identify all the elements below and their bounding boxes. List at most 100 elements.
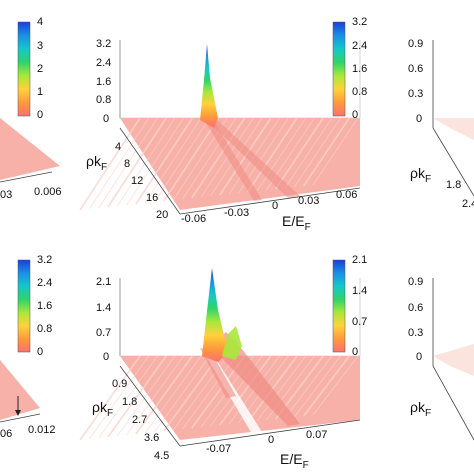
y-tick-label: 0.9 bbox=[112, 378, 127, 390]
colorbar-tick: 0.7 bbox=[352, 316, 367, 328]
panel-bottom-middle: 2.1 1.4 0.7 0 ρkF 0.9 1.8 2.7 3.6 4.5 -0… bbox=[79, 254, 367, 471]
surface-bottom-left bbox=[0, 360, 40, 420]
surface-stripe bbox=[210, 117, 263, 197]
surface-stripe bbox=[247, 117, 298, 193]
y-tick-label: 2.7 bbox=[132, 414, 147, 426]
x-tick-label: 0.03 bbox=[298, 195, 319, 207]
colorbar-tick: 0 bbox=[37, 346, 43, 358]
colorbar-tick: 3.2 bbox=[37, 254, 52, 266]
y-axis-label: ρkF bbox=[92, 399, 113, 419]
surface-stripe bbox=[163, 355, 220, 432]
x-tick-label: -0.06 bbox=[181, 213, 206, 225]
z-tick-label: 0.3 bbox=[408, 327, 423, 339]
z-tick-label: 0.3 bbox=[408, 88, 423, 100]
z-tick-label: 0.6 bbox=[408, 302, 423, 314]
colorbar-top-middle bbox=[332, 21, 346, 117]
y-tick-label: 4.5 bbox=[154, 450, 169, 462]
z-tick-label: 2.4 bbox=[96, 57, 111, 69]
y-tick-label: 1.8 bbox=[122, 396, 137, 408]
surface-stripe bbox=[294, 117, 341, 188]
colorbar-tick: 2.1 bbox=[352, 254, 367, 266]
surface-stripe bbox=[126, 117, 184, 206]
surface-stripe bbox=[312, 355, 359, 416]
colorbar-bottom-middle bbox=[332, 259, 346, 353]
surface-stripe bbox=[154, 117, 211, 203]
ridge bbox=[205, 118, 300, 198]
surface-stripe bbox=[256, 355, 306, 422]
surface-stripe bbox=[79, 355, 141, 441]
colorbar-tick: 2.4 bbox=[37, 277, 52, 289]
colorbar-tick: 0.8 bbox=[37, 323, 52, 335]
surface-stripe bbox=[116, 117, 176, 207]
panel-bottom-left: 3.2 2.4 1.6 0.8 0 06 0.012 bbox=[0, 254, 56, 440]
y-tick-label: 8 bbox=[124, 158, 130, 170]
colorbar-tick: 3 bbox=[37, 40, 43, 52]
colorbar-tick: 4 bbox=[37, 16, 43, 28]
x-tick-label: 03 bbox=[0, 189, 12, 201]
z-tick-label: 0.9 bbox=[408, 276, 423, 288]
colorbar-tick: 2.4 bbox=[352, 40, 367, 52]
surface-stripe bbox=[200, 117, 254, 198]
z-tick-label: 0 bbox=[103, 351, 109, 363]
x-tick-label: -0.07 bbox=[206, 443, 231, 455]
panel-top-middle: 3.2 2.4 1.6 0.8 0 ρkF 4 8 12 16 20 -0.06… bbox=[79, 16, 367, 233]
y-tick-label: 4 bbox=[115, 141, 121, 153]
panel-bottom-right: 0.9 0.6 0.3 0 ρkF bbox=[408, 276, 474, 441]
panel-top-left: 4 3 2 1 0 03 0.006 bbox=[0, 16, 62, 201]
z-tick-label: 0.8 bbox=[96, 94, 111, 106]
surface-stripe bbox=[303, 117, 350, 187]
surface-stripe bbox=[312, 117, 359, 186]
ridge bbox=[200, 348, 236, 398]
surface-stripe bbox=[303, 355, 350, 417]
x-axis-label: E/EF bbox=[282, 213, 311, 233]
z-tick-label: 0.7 bbox=[96, 327, 111, 339]
surface-stripe bbox=[182, 355, 237, 430]
colorbar-tick: 1.4 bbox=[352, 285, 367, 297]
surface-stripe bbox=[191, 117, 246, 199]
z-tick-label: 0.9 bbox=[408, 38, 423, 50]
colorbar-tick: 3.2 bbox=[352, 16, 367, 28]
colorbar-tick: 1 bbox=[37, 86, 43, 98]
y-tick-label: 3.6 bbox=[144, 432, 159, 444]
y-axis-label: ρkF bbox=[86, 153, 107, 173]
colorbar-tick: 0 bbox=[352, 109, 358, 121]
panel-top-right: 0.9 0.6 0.3 0 ρkF 1.8 2.4 bbox=[408, 38, 474, 210]
surface-stripe bbox=[89, 117, 150, 210]
surface-stripe bbox=[79, 117, 141, 211]
z-tick-label: 0.6 bbox=[408, 63, 423, 75]
data-peak bbox=[200, 44, 218, 128]
surface-bottom-right bbox=[433, 344, 474, 376]
surface-stripe bbox=[107, 355, 167, 438]
colorbar-tick: 1.6 bbox=[37, 300, 52, 312]
x-tick-label: 0 bbox=[272, 200, 278, 212]
surface-stripe bbox=[126, 355, 184, 436]
z-tick-label: 0 bbox=[416, 113, 422, 125]
z-tick-label: 3.2 bbox=[96, 38, 111, 50]
surface-stripe bbox=[163, 117, 220, 202]
colorbar-tick: 1.6 bbox=[352, 63, 367, 75]
colorbar-tick: 0.8 bbox=[352, 86, 367, 98]
data-shoulder bbox=[222, 326, 242, 360]
y-tick-label: 20 bbox=[156, 209, 168, 221]
ridge bbox=[203, 118, 262, 201]
y-tick-label: 2.4 bbox=[462, 198, 474, 210]
surface-stripe bbox=[98, 117, 158, 209]
z-tick-label: 0 bbox=[416, 351, 422, 363]
surface-stripe bbox=[284, 355, 333, 419]
y-tick-label: 12 bbox=[131, 175, 143, 187]
x-tick-label: 0 bbox=[268, 434, 274, 446]
data-peak bbox=[202, 268, 228, 362]
y-tick-label: 16 bbox=[146, 192, 158, 204]
surface-stripe bbox=[89, 355, 150, 440]
colorbar-bottom-left bbox=[17, 259, 31, 353]
colorbar-tick: 2 bbox=[37, 63, 43, 75]
surface-stripe bbox=[284, 117, 333, 189]
surface-stripe bbox=[135, 117, 193, 205]
surface-stripe bbox=[275, 117, 324, 190]
y-axis-label: ρkF bbox=[410, 399, 431, 419]
x-tick-label: 0.006 bbox=[34, 186, 62, 198]
x-axis-label: E/EF bbox=[280, 451, 309, 471]
x-tick-label: 0.07 bbox=[306, 429, 327, 441]
colorbar-tick: 0 bbox=[37, 109, 43, 121]
